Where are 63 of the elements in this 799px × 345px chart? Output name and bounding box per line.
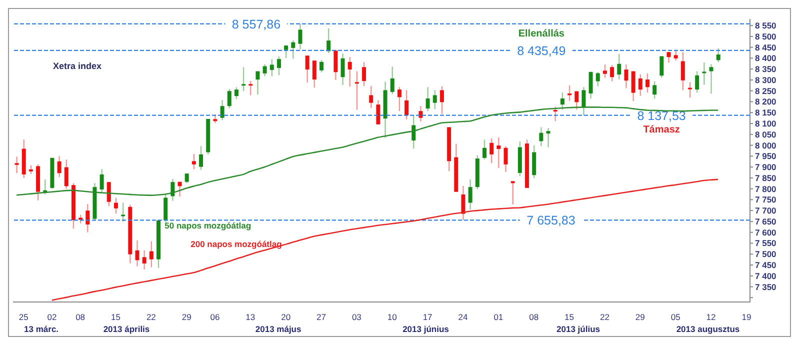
y-tick-label: 7 800: [755, 184, 777, 194]
x-tick-label: 02: [47, 312, 57, 322]
y-tick-label: 7 500: [755, 249, 777, 260]
y-tick-label: 8 050: [755, 129, 777, 140]
x-tick-label: 29: [635, 312, 646, 322]
y-tick-label: 7 750: [755, 194, 777, 205]
y-tick-label: 8 550: [755, 20, 777, 31]
y-tick-label: 7 550: [755, 238, 777, 248]
y-tick-label: 8 400: [755, 53, 777, 64]
ref-line-label: 8 435,49: [517, 44, 566, 58]
y-tick-label: 7 700: [755, 206, 777, 216]
x-tick-label: 24: [458, 312, 468, 322]
text: 2013 július: [556, 324, 600, 334]
text: 50 napos mozgóátlag: [164, 220, 252, 230]
ref-line-label: 8 557,86: [232, 17, 281, 32]
line-series: [51, 178, 719, 301]
y-tick-label: 7 900: [755, 162, 777, 172]
x-tick-label: 13: [246, 312, 256, 322]
x-tick-label: 06: [210, 312, 220, 322]
text: Xetra index: [53, 61, 102, 71]
x-tick-label: 08: [529, 312, 539, 322]
text: 2013 május: [255, 324, 302, 334]
x-tick-label: 19: [742, 312, 752, 322]
y-tick-label: 8 150: [755, 108, 777, 118]
y-tick-label: 7 350: [755, 282, 777, 292]
x-tick-label: 27: [316, 312, 326, 322]
x-tick-label: 05: [670, 312, 681, 322]
x-tick-label: 08: [76, 312, 86, 322]
y-tick-label: 7 450: [755, 260, 777, 270]
ref-line-label: 8 137,53: [637, 108, 686, 123]
annotation: Támasz: [643, 124, 680, 136]
y-tick-label: 8 200: [755, 96, 777, 107]
x-tick-label: 20: [281, 312, 291, 322]
y-tick-label: 8 300: [755, 74, 777, 85]
text: 2013 június: [402, 324, 449, 334]
y-tick-label: 8 350: [755, 64, 777, 74]
y-tick-label: 7 650: [755, 216, 777, 226]
x-tick-label: 22: [146, 312, 156, 322]
x-tick-label: 25: [18, 312, 29, 322]
x-tick-label: 29: [182, 312, 192, 322]
x-tick-label: 01: [494, 312, 504, 322]
text: 13 márc.: [24, 324, 59, 334]
text: 2013 augusztus: [676, 324, 740, 334]
y-tick-label: 7 950: [755, 151, 777, 162]
annotation: Ellenállás: [518, 28, 565, 40]
ref-line-label: 7 655,83: [526, 214, 576, 228]
y-tick-label: 8 500: [755, 31, 777, 42]
y-tick-label: 8 250: [755, 86, 777, 96]
y-tick-label: 8 100: [755, 118, 777, 129]
y-tick-label: 8 450: [755, 42, 777, 52]
x-tick-label: 15: [111, 312, 121, 322]
y-tick-label: 7 850: [755, 172, 777, 183]
x-tick-label: 17: [422, 312, 433, 322]
x-tick-label: 15: [564, 312, 574, 322]
text: 2013 április: [103, 324, 150, 334]
series-label: 200 napos mozgóátlag: [190, 238, 282, 249]
y-tick-label: 7 600: [755, 227, 777, 238]
y-tick-label: 8 000: [755, 140, 777, 150]
x-tick-label: 10: [387, 312, 398, 322]
x-tick-label: 12: [706, 312, 716, 322]
x-tick-label: 22: [600, 312, 610, 322]
y-tick-label: 7 400: [755, 270, 777, 281]
x-tick-label: 03: [352, 312, 362, 322]
